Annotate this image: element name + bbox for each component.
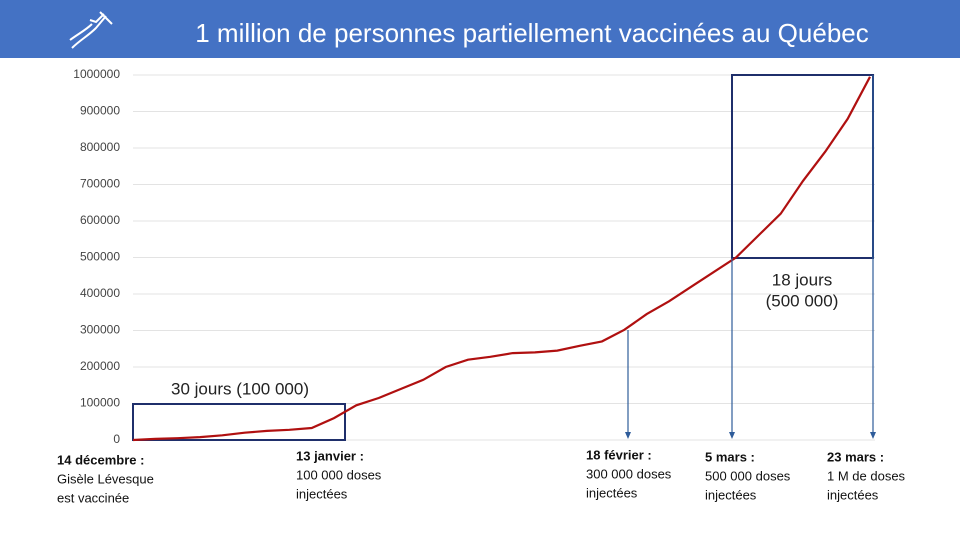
box-label: 30 jours (100 000)	[171, 379, 309, 398]
box-label: (500 000)	[766, 291, 839, 310]
annotation-line: 1 M de doses	[827, 468, 906, 483]
y-tick-label: 0	[113, 432, 120, 446]
period-box	[731, 74, 874, 259]
annotation-line: injectées	[827, 487, 879, 502]
y-tick-label: 800000	[80, 140, 120, 154]
annotation-title: 18 février :	[586, 447, 652, 462]
chart-title: 1 million de personnes partiellement vac…	[195, 18, 869, 48]
annotation-title: 5 mars :	[705, 449, 755, 464]
y-tick-label: 500000	[80, 250, 120, 264]
series-line	[132, 76, 871, 442]
y-tick-label: 300000	[80, 323, 120, 337]
title-bar	[0, 0, 960, 58]
y-tick-label: 700000	[80, 177, 120, 191]
y-tick-label: 100000	[80, 396, 120, 410]
annotation-line: injectées	[586, 485, 638, 500]
annotation-title: 13 janvier :	[296, 448, 364, 463]
y-tick-label: 400000	[80, 286, 120, 300]
period-box	[132, 403, 346, 441]
annotation-line: injectées	[296, 486, 348, 501]
annotation-line: est vaccinée	[57, 490, 129, 505]
annotation-title: 23 mars :	[827, 449, 884, 464]
annotation-line: 300 000 doses	[586, 466, 672, 481]
y-tick-label: 600000	[80, 213, 120, 227]
y-tick-label: 900000	[80, 104, 120, 118]
annotation-line: 100 000 doses	[296, 467, 382, 482]
arrow-head	[729, 432, 735, 439]
annotation-title: 14 décembre :	[57, 452, 144, 467]
annotation-line: Gisèle Lévesque	[57, 471, 154, 486]
box-label: 18 jours	[772, 270, 832, 289]
vaccine-icon	[69, 11, 113, 49]
annotation-line: injectées	[705, 487, 757, 502]
y-tick-label: 1000000	[73, 67, 120, 81]
annotation-line: 500 000 doses	[705, 468, 791, 483]
arrow-head	[625, 432, 631, 439]
arrow-head	[870, 432, 876, 439]
y-tick-label: 200000	[80, 359, 120, 373]
